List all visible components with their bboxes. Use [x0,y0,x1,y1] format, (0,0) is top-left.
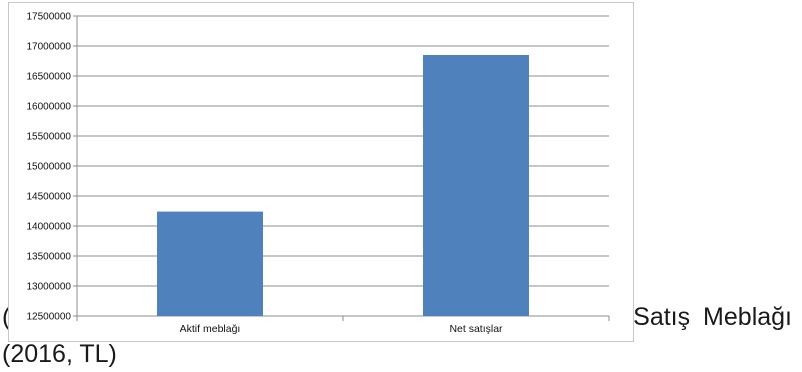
y-tick-label: 14000000 [27,222,72,233]
figure-caption-line-2: (2016, TL) [2,340,117,368]
y-tick-label: 15500000 [27,132,72,143]
y-tick-label: 15000000 [27,162,72,173]
y-tick-label: 16000000 [27,102,72,113]
bar-aktif-meblagi [157,211,263,316]
caption-open-paren: ( [2,303,11,331]
y-tick-label: 16500000 [27,72,72,83]
bar-chart: 12500000 13000000 13500000 14000000 14500000… [8,2,634,342]
y-tick-label: 17500000 [27,12,72,23]
x-category-label: Net satışlar [449,323,503,335]
y-tick-label: 14500000 [27,192,72,203]
chart-svg: 12500000 13000000 13500000 14000000 14500000… [27,12,610,335]
x-category-label: Aktif meblağı [180,323,241,335]
y-tick-label: 12500000 [27,312,72,323]
y-tick-label: 17000000 [27,42,72,53]
caption-text: Satış Meblağı [633,303,792,331]
y-tick-label: 13500000 [27,252,72,263]
figure-caption-line-1: ( Satış Meblağı [2,303,792,331]
bar-net-satislar [423,55,529,316]
y-tick-label: 13000000 [27,282,72,293]
